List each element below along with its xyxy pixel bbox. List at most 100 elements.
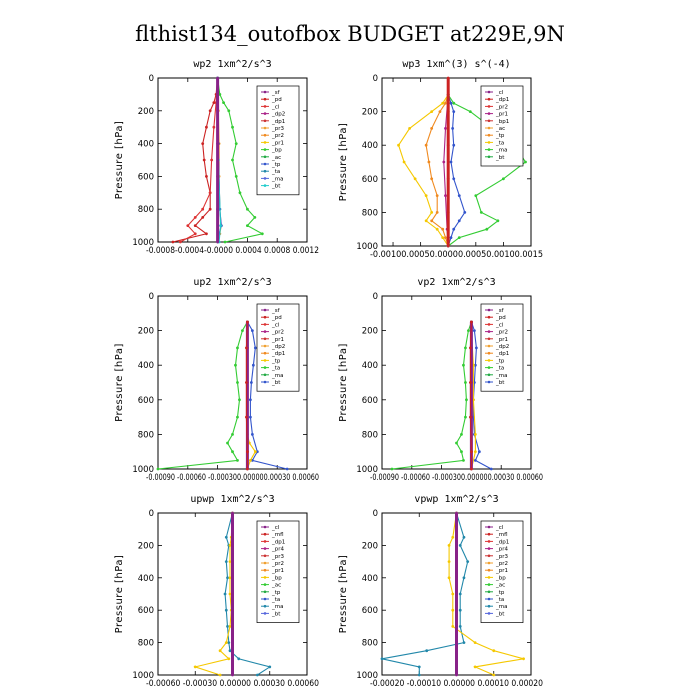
- y-tick-label: 400: [138, 574, 154, 584]
- data-point: [425, 649, 429, 653]
- data-point: [470, 467, 473, 471]
- y-tick-label: 1000: [132, 671, 154, 681]
- data-point: [246, 207, 249, 211]
- legend-marker: [487, 568, 491, 572]
- legend-label: _ac: [495, 126, 505, 132]
- data-point: [435, 227, 439, 231]
- data-point: [446, 110, 450, 113]
- data-point: [250, 329, 254, 332]
- data-point: [452, 110, 456, 113]
- legend-label: _ma: [495, 373, 507, 379]
- legend-marker: [487, 119, 491, 123]
- data-point: [441, 101, 445, 105]
- data-point: [171, 240, 175, 244]
- data-point: [246, 320, 249, 324]
- legend-marker: [263, 330, 267, 333]
- data-point: [457, 236, 461, 240]
- data-point: [193, 665, 197, 669]
- legend-marker: [487, 308, 491, 312]
- data-point: [222, 101, 225, 104]
- legend-marker: [263, 141, 267, 144]
- legend-label: _bp: [495, 575, 506, 581]
- y-tick-label: 1000: [356, 671, 378, 681]
- data-point: [231, 433, 234, 436]
- data-point: [458, 608, 462, 612]
- legend-marker: [263, 590, 267, 594]
- legend-marker: [263, 133, 267, 137]
- y-tick-label: 200: [362, 327, 378, 337]
- data-point: [446, 244, 450, 248]
- legend-label: _ta: [271, 169, 280, 175]
- data-point: [238, 398, 241, 402]
- data-point: [228, 592, 232, 596]
- legend-marker: [487, 525, 491, 529]
- data-point: [202, 158, 206, 162]
- x-tick-labels: -0.00090 -0.00060 -0.000300.000000.00030…: [146, 473, 319, 483]
- data-point: [234, 363, 237, 367]
- legend-marker: [263, 90, 267, 94]
- legend-label: _bp: [271, 575, 282, 581]
- y-tick-label: 1000: [356, 465, 378, 475]
- legend-marker: [263, 554, 267, 558]
- y-tick-label: 0: [373, 292, 378, 302]
- y-tick-label: 0: [373, 74, 378, 84]
- data-point: [430, 126, 434, 130]
- data-point: [227, 641, 231, 644]
- legend-label: _pr1: [271, 337, 284, 343]
- data-point: [251, 363, 255, 367]
- panel-3: up2 1xm^2/s^3 Pressure [hPa] 0 200 400 600 800…: [114, 277, 319, 483]
- legend-label: _bt: [495, 611, 505, 617]
- legend-label: _pr1: [271, 140, 284, 146]
- legend-marker: [487, 344, 491, 348]
- data-point: [216, 207, 220, 211]
- legend-label: _bt: [271, 184, 281, 190]
- data-point: [460, 450, 463, 454]
- legend-marker: [263, 525, 267, 529]
- data-point: [250, 433, 254, 436]
- data-point: [524, 160, 527, 164]
- series-line: [447, 94, 466, 247]
- legend-marker: [487, 532, 491, 536]
- data-point: [430, 211, 434, 214]
- data-point: [451, 625, 455, 628]
- legend-marker: [487, 359, 491, 362]
- legend-marker: [487, 380, 491, 384]
- legend-box: [256, 85, 300, 196]
- data-point: [413, 177, 417, 181]
- data-point: [193, 224, 197, 228]
- x-tick-labels: -0.00090 -0.00060 -0.000300.000000.00030…: [370, 473, 543, 483]
- legend-label: _ma: [495, 148, 507, 154]
- data-point: [446, 177, 450, 181]
- legend-label: _dp2: [495, 344, 509, 350]
- data-point: [485, 227, 489, 231]
- data-point: [460, 433, 463, 436]
- data-point: [444, 101, 447, 105]
- data-point: [430, 177, 434, 181]
- y-tick-label: 800: [362, 208, 378, 218]
- legend-label: _ac: [495, 583, 505, 589]
- legend-marker: [487, 105, 491, 108]
- legend-marker: [487, 315, 491, 319]
- y-tick-label: 800: [362, 639, 378, 649]
- plot-frame: [381, 295, 532, 470]
- data-point: [435, 194, 439, 198]
- legend-label: _dp1: [495, 351, 509, 357]
- series-line: [217, 77, 264, 243]
- data-point: [417, 673, 421, 677]
- data-point: [234, 175, 238, 178]
- legend-label: _sf: [271, 308, 281, 314]
- legend-marker: [263, 177, 267, 180]
- series-line: [157, 321, 248, 470]
- data-point: [462, 576, 466, 580]
- data-point: [424, 194, 428, 198]
- legend-marker: [487, 612, 491, 615]
- legend-marker: [263, 604, 267, 608]
- y-tick-label: 400: [138, 140, 154, 150]
- legend-marker: [263, 184, 267, 187]
- data-point: [178, 240, 182, 244]
- data-point: [228, 544, 232, 547]
- data-point: [253, 346, 257, 350]
- legend-marker: [263, 323, 267, 326]
- legend-label: _dp1: [271, 539, 285, 545]
- data-point: [231, 608, 234, 612]
